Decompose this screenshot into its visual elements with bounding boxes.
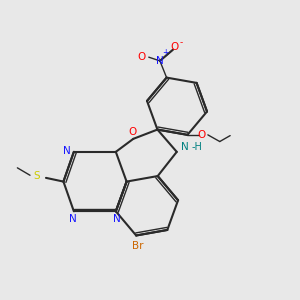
Text: O: O <box>137 52 146 62</box>
Text: N: N <box>181 142 189 152</box>
Text: N: N <box>69 214 76 224</box>
Text: N: N <box>63 146 71 156</box>
Text: O: O <box>128 127 137 137</box>
Text: N: N <box>113 214 121 224</box>
Text: O: O <box>197 130 206 140</box>
Text: S: S <box>33 171 40 181</box>
Text: O: O <box>170 42 178 52</box>
Text: N: N <box>156 56 164 66</box>
Text: -H: -H <box>192 142 203 152</box>
Text: -: - <box>179 38 183 47</box>
Text: Br: Br <box>132 241 144 251</box>
Text: +: + <box>162 48 168 57</box>
